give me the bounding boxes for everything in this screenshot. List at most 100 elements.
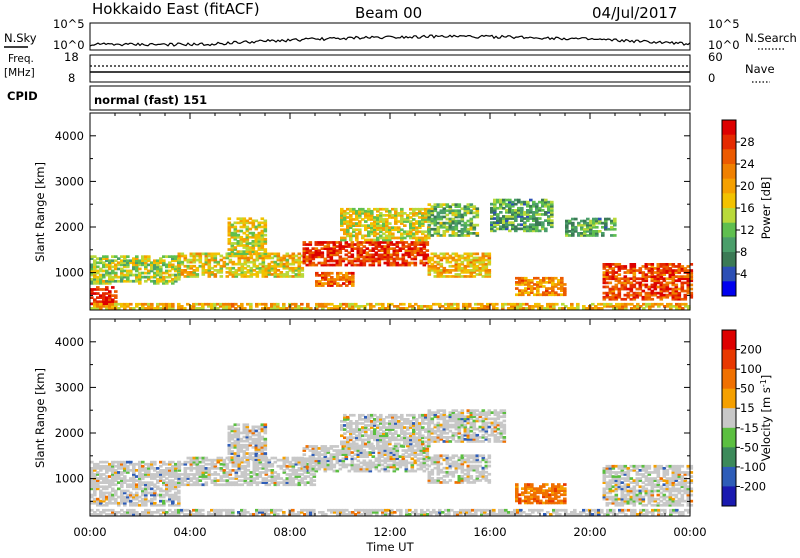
heatmap-cell (633, 263, 637, 266)
heatmap-cell (114, 290, 118, 293)
heatmap-cell (313, 479, 317, 482)
colorbar-swatch (722, 135, 736, 150)
colorbar-swatch (722, 179, 736, 194)
colorbar-swatch (722, 208, 736, 223)
heatmap-cell (234, 226, 238, 229)
heatmap-cell (499, 211, 503, 214)
heatmap-cell (400, 414, 404, 417)
heatmap-cell (476, 207, 480, 210)
heatmap-cell (400, 208, 404, 211)
heatmap-cell (476, 232, 480, 235)
heatmap-cell (456, 303, 460, 306)
heatmap-cell (184, 255, 188, 258)
heatmap-cell (147, 255, 151, 258)
heatmap-cell (458, 203, 462, 206)
heatmap-cell (138, 268, 142, 271)
colorbar-tick-label: 4 (740, 267, 747, 281)
heatmap-cell (570, 303, 574, 306)
heatmap-cell (150, 303, 154, 306)
heatmap-cell (177, 496, 181, 499)
heatmap-cell (613, 218, 617, 221)
ytick-label: 2000 (55, 220, 84, 234)
heatmap-cell (264, 248, 268, 251)
heatmap-cell (495, 303, 499, 306)
heatmap-cell (105, 286, 109, 289)
heatmap-cell (495, 307, 499, 310)
ytick-label: 1000 (55, 266, 84, 280)
heatmap-cell (313, 483, 317, 486)
heatmap-cell (282, 303, 286, 306)
heatmap-cell (394, 430, 398, 433)
freq-panel-frame (90, 55, 690, 82)
heatmap-cell (264, 220, 268, 223)
heatmap-cell (162, 259, 166, 262)
freq-label: Freq. (8, 53, 34, 65)
heatmap-cell (613, 228, 617, 231)
freq-tick-top: 18 (64, 50, 79, 64)
heatmap-cell (114, 272, 118, 275)
heatmap-cell (388, 222, 392, 225)
ytick-label: 3000 (55, 174, 84, 188)
heatmap-cell (571, 222, 575, 225)
heatmap-cell (237, 428, 241, 431)
heatmap-cell (476, 253, 480, 256)
heatmap-cell (624, 265, 628, 268)
nsearch-label: N.Search (745, 31, 797, 45)
heatmap-cell (538, 217, 542, 220)
heatmap-cell (402, 303, 406, 306)
heatmap-cell (427, 237, 431, 240)
colorbar-swatch (722, 237, 736, 252)
heatmap-cell (426, 249, 430, 252)
heatmap-cell (336, 445, 340, 448)
heatmap-cell (488, 253, 492, 256)
heatmap-cell (576, 303, 580, 306)
heatmap-cell (651, 298, 655, 301)
colorbar-tick-label: 12 (740, 223, 755, 237)
colorbar-swatch (722, 252, 736, 267)
heatmap-cell (675, 284, 679, 287)
heatmap-cell (264, 423, 268, 426)
heatmap-cell (177, 490, 181, 493)
heatmap-cell (135, 492, 139, 495)
heatmap-cell (379, 414, 383, 417)
heatmap-cell (301, 267, 305, 270)
heatmap-cell (309, 241, 313, 244)
colorbar-tick-label: 24 (740, 157, 755, 171)
freq-unit: [MHz] (4, 67, 35, 79)
heatmap-cell (301, 273, 305, 276)
colorbar-swatch (722, 267, 736, 282)
figure-title: Hokkaido East (fitACF) (92, 0, 260, 18)
colorbar-swatch (722, 149, 736, 164)
colorbar-tick-label: 8 (740, 245, 747, 259)
heatmap-cell (249, 303, 253, 306)
heatmap-cell (488, 269, 492, 272)
cpid-value: normal (fast) 151 (94, 93, 207, 107)
heatmap-cell (196, 273, 200, 276)
ytick-label: 4000 (55, 129, 84, 143)
heatmap-cell (306, 303, 310, 306)
colorbar-tick-label: 28 (740, 135, 755, 149)
nsky-trace (90, 35, 690, 46)
heatmap-cell (550, 201, 554, 204)
heatmap-cell (264, 238, 268, 241)
heatmap-cell (111, 286, 115, 289)
heatmap-cell (426, 254, 430, 257)
heatmap-cell (550, 219, 554, 222)
heatmap-cell (598, 218, 602, 221)
heatmap-cell (135, 255, 139, 258)
cpid-label: CPID (7, 89, 38, 103)
heatmap-cell (313, 473, 317, 476)
heatmap-cell (321, 251, 325, 254)
heatmap-cell (563, 283, 567, 286)
heatmap-cell (114, 294, 118, 297)
heatmap-cell (228, 217, 232, 220)
heatmap-cell (243, 307, 247, 310)
nsky-label: N.Sky (4, 31, 37, 45)
heatmap-cell (613, 234, 617, 237)
heatmap-cell (403, 224, 407, 227)
heatmap-cell (563, 287, 567, 290)
colorbar-swatch (722, 164, 736, 179)
heatmap-cell (618, 273, 622, 276)
